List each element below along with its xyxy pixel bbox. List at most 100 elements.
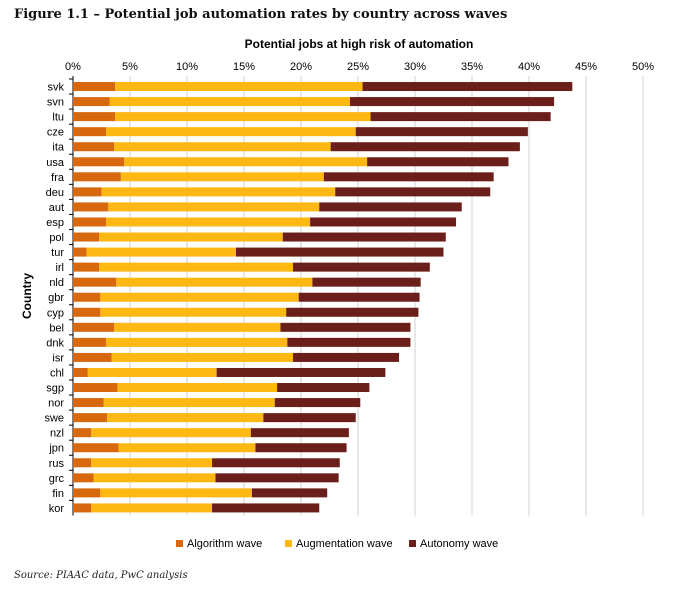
bar-segment xyxy=(323,172,494,182)
bar-segment xyxy=(100,307,287,317)
bar-segment xyxy=(255,443,347,453)
bar-segment xyxy=(73,488,101,498)
category-label: fin xyxy=(52,488,64,500)
category-label: nor xyxy=(48,398,64,410)
bar-segment xyxy=(216,367,386,377)
x-tick-label: 45% xyxy=(575,61,597,73)
category-label: ltu xyxy=(52,112,64,124)
bar-segment xyxy=(73,307,101,317)
figure-title: Figure 1.1 – Potential job automation ra… xyxy=(14,7,508,22)
legend-swatch xyxy=(285,540,292,547)
category-label: usa xyxy=(46,157,65,169)
x-tick-label: 30% xyxy=(404,61,426,73)
bar-segment xyxy=(355,127,528,137)
bar-segment xyxy=(101,187,336,197)
bar-segment xyxy=(117,383,278,393)
bar-segment xyxy=(73,172,121,182)
bar-segment xyxy=(236,247,444,257)
bar-segment xyxy=(108,202,320,212)
category-label: aut xyxy=(49,202,64,214)
category-label: cze xyxy=(47,127,64,139)
category-label: chl xyxy=(50,367,64,379)
bar-segment xyxy=(106,337,288,347)
category-label: pol xyxy=(49,232,64,244)
bar-segment xyxy=(93,473,216,483)
bar-segment xyxy=(73,82,116,92)
category-label: irl xyxy=(55,262,64,274)
bar-segment xyxy=(91,503,213,513)
legend-label: Autonomy wave xyxy=(420,538,498,550)
category-labels: svk svn ltu cze ita usa fra deu aut esp pol tur irl n… xyxy=(44,78,73,515)
category-label: gbr xyxy=(48,292,64,304)
bar-segment xyxy=(350,97,555,107)
bar-segment xyxy=(367,157,509,167)
bar-segment xyxy=(86,247,237,257)
bar-segment xyxy=(111,352,294,362)
bar-segment xyxy=(212,458,340,468)
bar-segment xyxy=(370,112,551,122)
bar-segment xyxy=(73,232,100,242)
bar-segment xyxy=(287,337,411,347)
bar-segment xyxy=(73,277,117,287)
bar-segment xyxy=(100,292,299,302)
bar-segment xyxy=(73,503,92,513)
category-label: swe xyxy=(44,413,64,425)
bar-segment xyxy=(103,398,275,408)
bar-segment xyxy=(362,82,573,92)
bar-segment xyxy=(73,97,110,107)
bar-segment xyxy=(118,443,256,453)
chart-title: Potential jobs at high risk of automatio… xyxy=(245,37,474,51)
bar-segment xyxy=(115,82,363,92)
bar-segment xyxy=(251,488,328,498)
bar-segment xyxy=(73,202,109,212)
bar-segment xyxy=(99,262,294,272)
category-label: cyp xyxy=(47,307,64,319)
category-label: nzl xyxy=(50,428,64,440)
x-tick-label: 10% xyxy=(176,61,198,73)
legend: Algorithm wave Augmentation wave Autonomy … xyxy=(176,538,498,550)
x-tick-label: 25% xyxy=(347,61,369,73)
x-tick-labels: 0% 5% 10% 15% 20% 25% 30% 35% 40% 45% 50% xyxy=(65,61,654,73)
category-label: fra xyxy=(51,172,65,184)
bar-segment xyxy=(100,488,252,498)
x-tick-label: 15% xyxy=(233,61,255,73)
bar-segment xyxy=(73,443,119,453)
bar-segment xyxy=(73,112,116,122)
legend-swatch xyxy=(176,540,183,547)
bar-segment xyxy=(319,202,462,212)
category-label: bel xyxy=(49,322,64,334)
bar-segment xyxy=(106,217,311,227)
bar-segment xyxy=(282,232,446,242)
bar-segment xyxy=(73,383,118,393)
bars xyxy=(73,82,573,513)
x-tick-label: 20% xyxy=(290,61,312,73)
x-tick-label: 35% xyxy=(461,61,483,73)
bar-segment xyxy=(73,127,107,137)
bar-segment xyxy=(114,322,281,332)
category-label: svn xyxy=(47,97,64,109)
bar-segment xyxy=(115,112,371,122)
bar-segment xyxy=(212,503,320,513)
legend-label: Algorithm wave xyxy=(187,538,262,550)
category-label: ita xyxy=(52,142,65,154)
bar-segment xyxy=(73,142,115,152)
bar-segment xyxy=(73,413,108,423)
bar-segment xyxy=(87,367,217,377)
bar-segment xyxy=(109,97,351,107)
category-label: esp xyxy=(46,217,64,229)
y-axis-label: Country xyxy=(20,273,34,319)
bar-segment xyxy=(73,217,107,227)
bar-segment xyxy=(107,413,264,423)
bar-segment xyxy=(114,142,331,152)
category-label: svk xyxy=(48,82,65,94)
bar-segment xyxy=(293,352,400,362)
bar-segment xyxy=(286,307,419,317)
bar-segment xyxy=(73,352,112,362)
bar-segment xyxy=(106,127,356,137)
bar-segment xyxy=(91,458,213,468)
bar-segment xyxy=(280,322,411,332)
x-tick-label: 5% xyxy=(122,61,138,73)
category-label: nld xyxy=(49,277,64,289)
bar-segment xyxy=(263,413,356,423)
bar-segment xyxy=(116,277,313,287)
